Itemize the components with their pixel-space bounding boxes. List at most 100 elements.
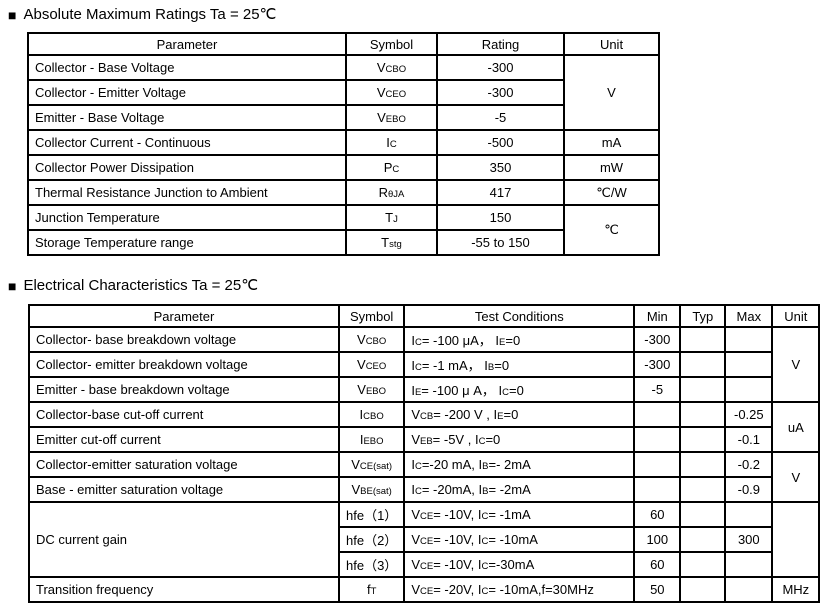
column-header-parameter: Parameter: [28, 304, 340, 328]
cell-unit: V: [771, 326, 821, 403]
cell-unit: ℃/W: [563, 179, 660, 206]
column-header-max: Max: [724, 304, 774, 328]
subscript-text: EBO: [363, 436, 384, 447]
subscript-text: C: [502, 387, 509, 398]
subscript-text: CE: [419, 536, 434, 547]
cell-parameter: Collector-emitter saturation voltage: [28, 451, 340, 478]
subscript-text: C: [481, 511, 489, 522]
electrical-characteristics-table: Parameter Symbol Test Conditions Min Typ Max U…: [28, 304, 821, 603]
table-row: Collector- emitter breakdown voltage VCEO…: [28, 351, 819, 378]
cell-parameter: Emitter cut-off current: [28, 426, 340, 453]
section-title-text: Absolute Maximum Ratings Ta = 25℃: [23, 6, 277, 23]
cell-conditions: VCE= -10V, IC= -1mA: [403, 501, 636, 528]
cell-typ: [679, 426, 727, 453]
column-header-unit: Unit: [771, 304, 821, 328]
subscript-text: CBO: [363, 411, 384, 422]
subscript-text: CEO: [365, 361, 387, 372]
cell-max: [724, 551, 774, 578]
cell-max: [724, 326, 774, 353]
cell-min: -300: [633, 326, 682, 353]
cell-typ: [679, 476, 727, 503]
subscript-text: stg: [389, 239, 402, 250]
cell-conditions: VCE= -20V, IC= -10mA,f=30MHz: [403, 576, 636, 603]
cell-symbol: ICBO: [337, 401, 406, 428]
absolute-maximum-ratings-table: Parameter Symbol Rating Unit Collector - Bas…: [27, 32, 660, 256]
cell-max: 300: [724, 526, 774, 553]
section-title-electrical-characteristics: ■ Electrical Characteristics Ta = 25℃: [0, 277, 822, 295]
cell-symbol: VCE(sat): [337, 451, 406, 478]
subscript-text: CEO: [385, 89, 407, 100]
subscript-text: T: [370, 586, 377, 597]
cell-typ: [679, 376, 727, 403]
cell-typ: [679, 501, 727, 528]
subscript-text: C: [481, 536, 489, 547]
cell-typ: [679, 326, 727, 353]
cell-typ: [679, 551, 727, 578]
table-row: Collector Power Dissipation PC 350 mW: [27, 154, 660, 181]
cell-symbol: hfe（3）: [337, 551, 406, 578]
cell-typ: [679, 451, 727, 478]
subscript-text: C: [392, 164, 400, 175]
table-row: Emitter - base breakdown voltage VEBO IE= …: [28, 376, 819, 403]
cell-typ: [679, 351, 727, 378]
subscript-text: CE(sat): [359, 461, 393, 472]
subscript-text: EBO: [365, 386, 387, 397]
cell-parameter: Thermal Resistance Junction to Ambient: [27, 179, 347, 206]
cell-symbol: VEBO: [345, 104, 438, 131]
subscript-text: C: [414, 337, 422, 348]
cell-parameter: Collector- emitter breakdown voltage: [28, 351, 340, 378]
column-header-symbol: Symbol: [345, 32, 438, 56]
cell-max: [724, 501, 774, 528]
cell-unit: mA: [563, 129, 660, 156]
table-row: Collector - Emitter Voltage VCEO -300: [27, 79, 659, 106]
cell-min: [633, 401, 682, 428]
cell-symbol: hfe（2）: [337, 526, 406, 553]
cell-symbol: VBE(sat): [337, 476, 406, 503]
column-header-parameter: Parameter: [27, 32, 347, 56]
cell-max: -0.2: [724, 451, 774, 478]
cell-parameter: Collector Current - Continuous: [27, 129, 347, 156]
table-row: Junction Temperature TJ 150 ℃: [27, 204, 660, 256]
cell-min: 50: [633, 576, 682, 603]
cell-conditions: VCB= -200 V , IE=0: [403, 401, 636, 428]
cell-parameter: Storage Temperature range: [27, 229, 347, 256]
header-row: Parameter Symbol Test Conditions Min Typ Max U…: [28, 304, 821, 328]
cell-max: [724, 376, 774, 403]
section-title-text: Electrical Characteristics Ta = 25℃: [23, 277, 259, 294]
table-row: DC current gain hfe（1） VCE= -10V, IC= -1mA…: [28, 501, 821, 578]
table-row: Collector-base cut-off current ICBO VCB= -…: [28, 401, 821, 453]
cell-min: [633, 476, 682, 503]
cell-conditions: VEB= -5V , IC=0: [403, 426, 636, 453]
subscript-text: EBO: [385, 114, 406, 125]
column-header-min: Min: [633, 304, 682, 328]
cell-min: 60: [633, 501, 682, 528]
subscript-text: B: [482, 486, 489, 497]
subscript-text: C: [481, 561, 489, 572]
cell-min: [633, 451, 682, 478]
cell-max: -0.1: [724, 426, 774, 453]
cell-symbol: VCBO: [345, 54, 438, 81]
column-header-conditions: Test Conditions: [403, 304, 636, 328]
cell-typ: [679, 576, 727, 603]
cell-conditions: IE= -100 μ A， IC=0: [403, 376, 636, 403]
cell-parameter: Junction Temperature: [27, 204, 347, 231]
black-square-bullet-icon: ■: [8, 7, 17, 23]
section-title-absolute-maximum-ratings: ■ Absolute Maximum Ratings Ta = 25℃: [0, 6, 822, 24]
cell-rating: -300: [436, 54, 565, 81]
subscript-text: CBO: [385, 64, 407, 75]
cell-parameter: Transition frequency: [28, 576, 340, 603]
cell-parameter: Collector - Emitter Voltage: [27, 79, 347, 106]
black-square-bullet-icon: ■: [8, 278, 17, 294]
subscript-text: EB: [419, 436, 433, 447]
cell-rating: -300: [436, 79, 565, 106]
cell-symbol: TJ: [345, 204, 438, 231]
cell-max: [724, 351, 774, 378]
table-row: Collector - Base Voltage VCBO -300 V: [27, 54, 660, 131]
cell-parameter: Collector Power Dissipation: [27, 154, 347, 181]
cell-conditions: IC= -20mA, IB= -2mA: [403, 476, 636, 503]
cell-symbol: PC: [345, 154, 438, 181]
cell-rating: -500: [436, 129, 565, 156]
cell-symbol: hfe（1）: [337, 501, 406, 528]
table-row: Emitter - Base Voltage VEBO -5: [27, 104, 659, 131]
